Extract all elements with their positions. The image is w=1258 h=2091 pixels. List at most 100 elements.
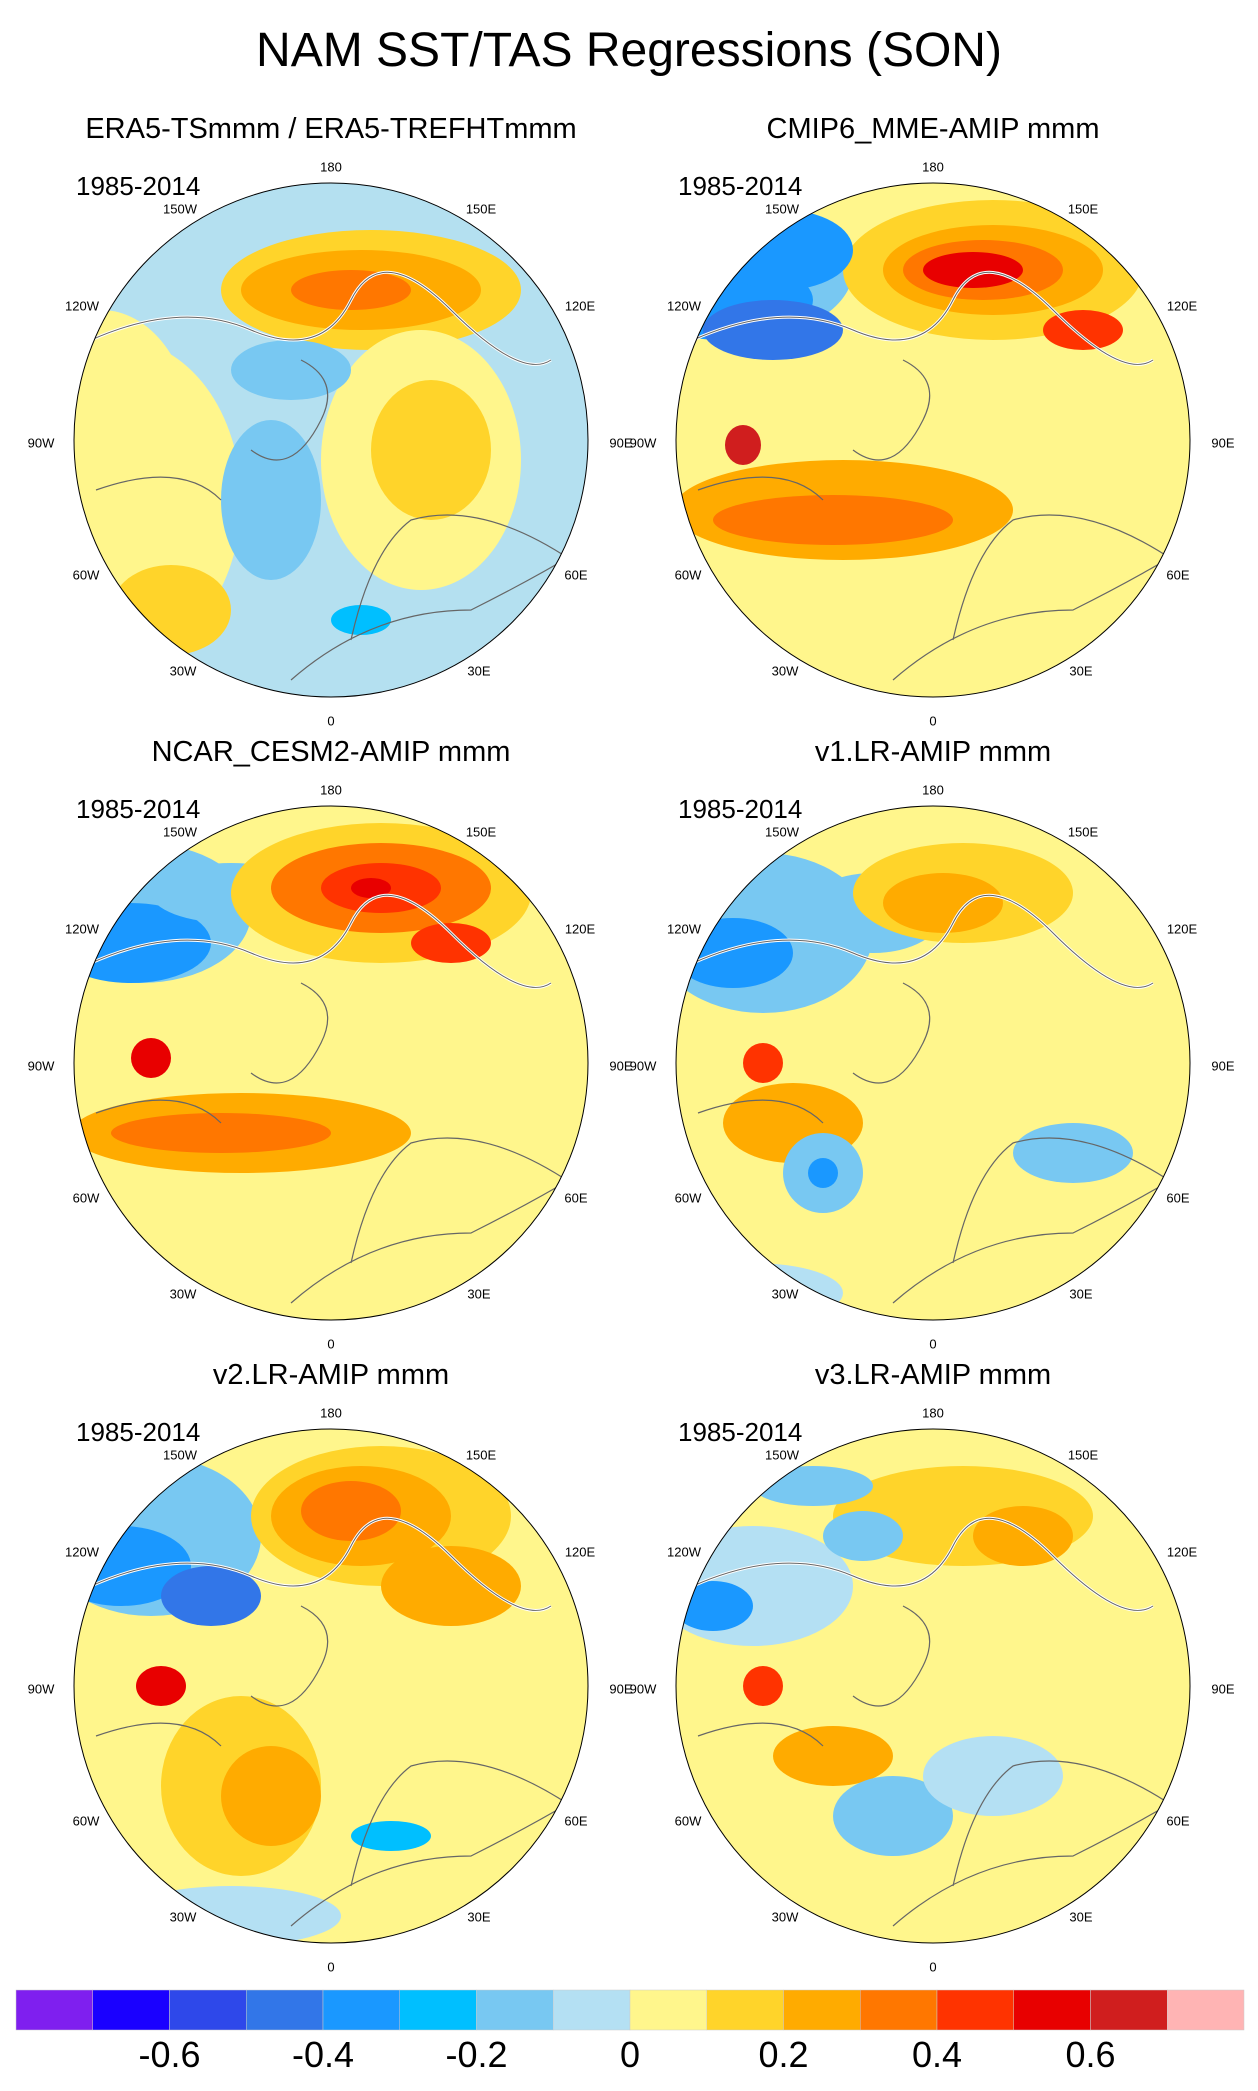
longitude-label: 30E <box>1069 663 1092 678</box>
longitude-label: 120W <box>667 298 702 313</box>
colorbar-swatch <box>246 1989 324 2031</box>
longitude-label: 60W <box>73 1813 100 1828</box>
longitude-label: 60E <box>564 1813 587 1828</box>
coastline <box>697 359 1184 681</box>
longitude-label: 30E <box>467 1286 490 1301</box>
map-panel: CMIP6_MME-AMIP mmm 1985-2014 180 150W 150E 12… <box>630 113 1235 728</box>
longitude-label: 150E <box>466 1447 497 1462</box>
longitude-label: 120E <box>1167 298 1198 313</box>
colorbar-swatch <box>476 1989 554 2031</box>
map-border <box>73 182 589 698</box>
longitude-label: 30W <box>170 1286 197 1301</box>
map-border <box>675 805 1191 1321</box>
map-panel: v2.LR-AMIP mmm 1985-2014 180 150W 150E 120W 12… <box>28 1359 633 1974</box>
longitude-label: 30E <box>1069 1286 1092 1301</box>
anomaly-region <box>1043 310 1123 350</box>
longitude-label: 60W <box>675 1813 702 1828</box>
period-label: 1985-2014 <box>678 171 802 201</box>
longitude-label: 150E <box>1068 1447 1099 1462</box>
longitude-label: 120E <box>565 921 596 936</box>
anomaly-region <box>703 300 843 360</box>
longitude-label: 150W <box>765 824 800 839</box>
panel-title: v2.LR-AMIP mmm <box>213 1359 449 1391</box>
longitude-label: 90E <box>609 435 632 450</box>
longitude-label: 90W <box>630 1058 657 1073</box>
longitude-label: 60E <box>564 567 587 582</box>
panel-title: CMIP6_MME-AMIP mmm <box>767 113 1100 145</box>
longitude-label: 0 <box>327 1959 334 1974</box>
longitude-label: 120E <box>565 1544 596 1559</box>
coastline <box>697 982 1184 1304</box>
longitude-label: 30W <box>772 1286 799 1301</box>
panel-title: NCAR_CESM2-AMIP mmm <box>152 736 511 768</box>
longitude-label: 150W <box>765 201 800 216</box>
map-panel: v1.LR-AMIP mmm 1985-2014 180 150W 150E 120W 12… <box>630 736 1235 1351</box>
colorbar-swatch <box>706 1989 784 2031</box>
longitude-label: 120W <box>65 921 100 936</box>
anomaly-region <box>371 380 491 520</box>
coastline <box>90 271 552 365</box>
map-border <box>73 1428 589 1944</box>
anomaly-region <box>1013 1123 1133 1183</box>
anomaly-region <box>291 270 411 310</box>
colorbar-swatch <box>860 1989 938 2031</box>
longitude-label: 30E <box>1069 1909 1092 1924</box>
coastline <box>692 1517 1154 1611</box>
longitude-label: 30W <box>170 663 197 678</box>
anomaly-region <box>221 420 321 580</box>
polar-map <box>676 806 1190 1320</box>
colorbar-tick-label: -0.4 <box>292 2034 354 2075</box>
anomaly-region <box>725 425 761 465</box>
longitude-label: 120W <box>667 921 702 936</box>
anomaly-region <box>74 310 191 550</box>
longitude-label: 180 <box>320 782 342 797</box>
period-label: 1985-2014 <box>76 171 200 201</box>
colorbar-tick-label: -0.2 <box>445 2034 507 2075</box>
longitude-label: 0 <box>929 1336 936 1351</box>
longitude-label: 180 <box>320 1405 342 1420</box>
longitude-label: 150E <box>1068 824 1099 839</box>
longitude-label: 60W <box>73 567 100 582</box>
longitude-label: 90E <box>1211 1681 1234 1696</box>
anomaly-region <box>351 1821 431 1851</box>
period-label: 1985-2014 <box>678 1417 802 1447</box>
longitude-label: 180 <box>320 159 342 174</box>
longitude-label: 120E <box>1167 921 1198 936</box>
anomaly-region <box>161 1566 261 1626</box>
longitude-label: 120W <box>65 298 100 313</box>
longitude-label: 60W <box>73 1190 100 1205</box>
colorbar-swatch <box>1090 1989 1168 2031</box>
longitude-label: 60E <box>1166 1190 1189 1205</box>
colorbar-swatch <box>553 1989 631 2031</box>
longitude-label: 150E <box>466 824 497 839</box>
coastline <box>90 1517 552 1611</box>
anomaly-region <box>136 1666 186 1706</box>
coastline <box>95 982 582 1304</box>
colorbar-swatch <box>322 1989 400 2031</box>
longitude-label: 30W <box>772 663 799 678</box>
colorbar-swatch <box>1167 1989 1245 2031</box>
anomaly-region <box>833 1776 953 1856</box>
longitude-label: 150W <box>163 1447 198 1462</box>
colorbar-swatch <box>783 1989 861 2031</box>
anomaly-region <box>973 1506 1073 1566</box>
map-border <box>675 182 1191 698</box>
anomaly-region <box>381 1546 521 1626</box>
map-panel: ERA5-TSmmm / ERA5-TREFHTmmm 1985-2014 180 1… <box>28 113 633 728</box>
colorbar-tick-label: -0.6 <box>138 2034 200 2075</box>
longitude-label: 60E <box>1166 1813 1189 1828</box>
longitude-label: 0 <box>929 1959 936 1974</box>
anomaly-region <box>823 1511 903 1561</box>
anomaly-region <box>231 340 351 400</box>
longitude-label: 90E <box>609 1058 632 1073</box>
anomaly-region <box>301 1481 401 1541</box>
longitude-label: 90W <box>28 1058 55 1073</box>
longitude-label: 180 <box>922 159 944 174</box>
coastline <box>692 894 1154 988</box>
anomaly-region <box>221 1746 321 1846</box>
coastline <box>95 1605 582 1927</box>
longitude-label: 60W <box>675 567 702 582</box>
longitude-label: 90W <box>28 1681 55 1696</box>
colorbar-swatch <box>15 1989 93 2031</box>
anomaly-region <box>923 252 1023 288</box>
